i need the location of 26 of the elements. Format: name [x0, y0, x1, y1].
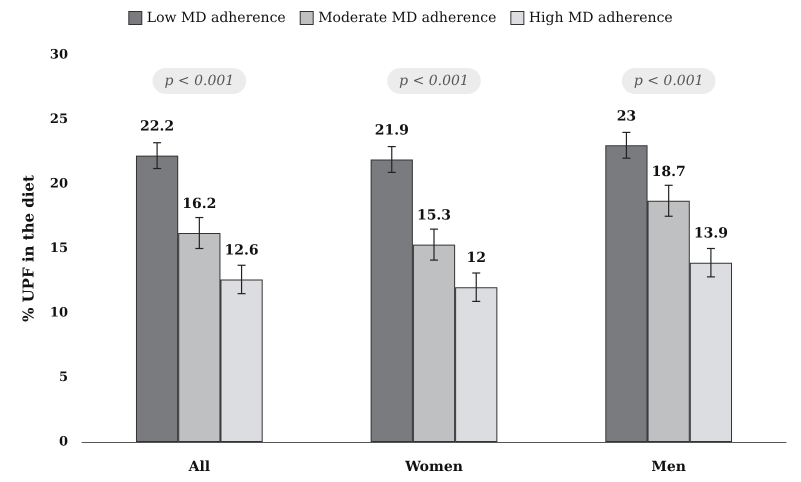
y-tick-label: 0 — [58, 434, 68, 450]
y-axis-title: % UPF in the diet — [20, 175, 38, 322]
annotation: p < 0.001 — [399, 73, 469, 89]
y-tick-label: 5 — [58, 370, 68, 385]
x-tick-label: All — [188, 459, 210, 475]
data-label: 13.9 — [694, 226, 728, 242]
data-label: 16.2 — [182, 196, 216, 212]
y-tick-label: 30 — [50, 48, 68, 62]
legend-label: Moderate MD adherence — [318, 10, 496, 26]
x-tick-label: Women — [404, 459, 463, 475]
legend-label: Low MD adherence — [146, 10, 286, 26]
y-tick-label: 25 — [50, 112, 68, 127]
data-label: 23 — [616, 108, 636, 124]
y-tick-label: 20 — [50, 176, 68, 192]
legend-label: High MD adherence — [528, 10, 673, 26]
y-tick-label: 15 — [50, 241, 68, 256]
data-label: 15.3 — [416, 208, 452, 224]
data-label: 12 — [466, 250, 486, 266]
x-tick-label: Men — [651, 459, 686, 475]
data-label: 22.2 — [140, 118, 174, 135]
data-label: 21.9 — [374, 122, 409, 138]
y-tick-label: 10 — [50, 306, 68, 320]
data-label: 12.6 — [224, 242, 259, 258]
annotation: p < 0.001 — [634, 73, 704, 89]
data-label: 18.7 — [652, 164, 686, 180]
annotation: p < 0.001 — [164, 73, 234, 89]
